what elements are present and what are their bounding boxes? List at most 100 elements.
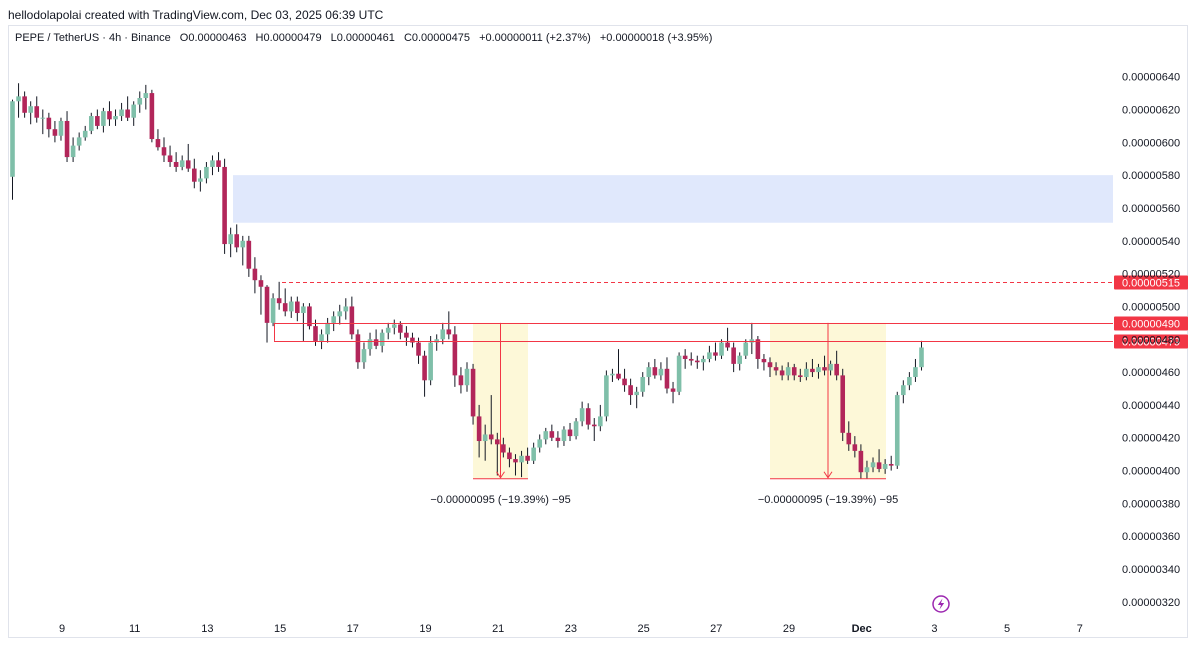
candle-body bbox=[888, 464, 894, 466]
candle bbox=[913, 358, 918, 382]
candle bbox=[52, 120, 58, 143]
candle bbox=[876, 449, 882, 473]
candle bbox=[634, 386, 639, 409]
candle bbox=[343, 298, 349, 320]
candle bbox=[798, 368, 803, 382]
candle-body bbox=[464, 368, 470, 386]
measure-arrowhead bbox=[823, 471, 833, 479]
candle bbox=[888, 455, 894, 471]
candle bbox=[355, 329, 361, 369]
candle bbox=[737, 352, 742, 371]
candle-body bbox=[882, 464, 888, 469]
candle bbox=[119, 102, 124, 121]
candle-body bbox=[531, 447, 536, 461]
candle bbox=[828, 360, 833, 376]
candle bbox=[240, 235, 246, 266]
candle-body bbox=[264, 286, 270, 323]
candle-body bbox=[155, 139, 161, 148]
candle bbox=[622, 368, 627, 392]
candle bbox=[834, 350, 839, 381]
x-tick-label: 9 bbox=[59, 623, 65, 635]
candle bbox=[470, 363, 476, 425]
y-tick-label: 0.00000540 bbox=[1122, 236, 1180, 248]
candle bbox=[216, 152, 221, 172]
candle bbox=[670, 381, 676, 404]
candle bbox=[40, 109, 46, 135]
candle-body bbox=[852, 444, 858, 451]
candle-body bbox=[743, 342, 749, 356]
candle bbox=[610, 368, 615, 382]
candle bbox=[585, 403, 591, 430]
candle bbox=[252, 257, 258, 294]
x-tick-label: 29 bbox=[783, 623, 795, 635]
candle-body bbox=[88, 116, 94, 131]
candle bbox=[519, 450, 524, 478]
candle-body bbox=[555, 437, 561, 442]
y-tick-label: 0.00000340 bbox=[1122, 564, 1180, 576]
candle bbox=[676, 352, 682, 396]
candle bbox=[452, 326, 458, 387]
candle-body bbox=[22, 96, 27, 113]
candle-body bbox=[125, 109, 130, 118]
candle-body bbox=[404, 332, 409, 338]
candle-body bbox=[70, 145, 76, 158]
candle bbox=[179, 155, 185, 171]
measure-label: −0.00000095 (−19.39%) −95 bbox=[758, 494, 898, 506]
candle-body bbox=[791, 367, 797, 376]
candle-body bbox=[167, 155, 173, 163]
candle-body bbox=[694, 360, 700, 363]
candle bbox=[567, 422, 573, 442]
candle bbox=[264, 285, 270, 343]
candle-body bbox=[137, 98, 143, 105]
candle-body bbox=[246, 240, 252, 269]
candle bbox=[640, 372, 646, 397]
candle bbox=[385, 322, 391, 340]
candle-body bbox=[113, 116, 118, 120]
candle-body bbox=[325, 322, 330, 335]
candle-body bbox=[810, 368, 815, 373]
candle-body bbox=[591, 424, 597, 427]
x-tick-label: 3 bbox=[931, 623, 937, 635]
candle-body bbox=[313, 326, 318, 341]
candle bbox=[555, 431, 561, 448]
candle-body bbox=[676, 355, 682, 392]
candle-body bbox=[101, 111, 106, 126]
y-tick-label: 0.00000440 bbox=[1122, 400, 1180, 412]
lightning-icon[interactable] bbox=[932, 595, 950, 613]
candle bbox=[440, 322, 446, 345]
candle-body bbox=[391, 324, 397, 328]
candle bbox=[301, 303, 306, 341]
candle-body bbox=[579, 408, 585, 422]
candle-body bbox=[737, 355, 742, 364]
candle-body bbox=[713, 352, 718, 356]
candle-body bbox=[228, 234, 233, 245]
candle bbox=[222, 158, 227, 254]
y-tick-label: 0.00000640 bbox=[1122, 72, 1180, 84]
candle bbox=[785, 362, 791, 381]
x-tick-label: 5 bbox=[1004, 623, 1010, 635]
legend-change: +0.00000011 (+2.37%) bbox=[479, 32, 591, 44]
candle bbox=[228, 227, 233, 258]
candle-body bbox=[355, 334, 361, 363]
legend-close: C0.00000475 bbox=[403, 32, 470, 44]
candle-body bbox=[701, 358, 706, 363]
candle-body bbox=[337, 311, 343, 317]
candle bbox=[901, 380, 906, 404]
candle bbox=[458, 367, 464, 394]
candle bbox=[507, 447, 512, 468]
symbol-name[interactable]: PEPE / TetherUS · 4h · Binance bbox=[15, 32, 171, 44]
candle-body bbox=[549, 431, 555, 438]
resistance-zone bbox=[233, 175, 1113, 223]
candle-body bbox=[398, 324, 403, 333]
candle bbox=[422, 350, 427, 397]
candle bbox=[573, 418, 579, 440]
candle-body bbox=[640, 377, 646, 392]
price-level-tag bbox=[1114, 275, 1188, 290]
x-tick-label: 11 bbox=[129, 623, 140, 635]
candle bbox=[10, 99, 15, 200]
candle bbox=[701, 355, 706, 371]
candle-body bbox=[58, 120, 64, 136]
x-tick-label: 17 bbox=[347, 623, 359, 635]
price-level-label: 0.00000515 bbox=[1122, 278, 1180, 290]
